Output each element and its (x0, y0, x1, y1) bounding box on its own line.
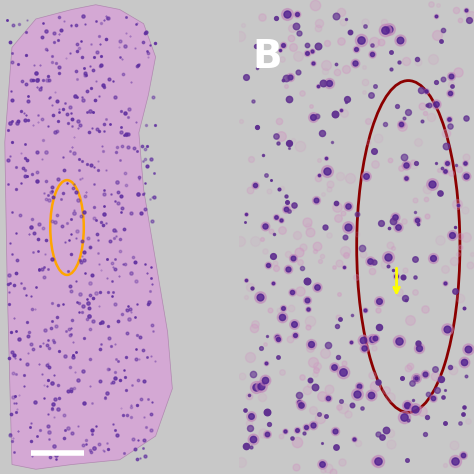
Text: B: B (253, 38, 283, 76)
Polygon shape (5, 5, 173, 469)
